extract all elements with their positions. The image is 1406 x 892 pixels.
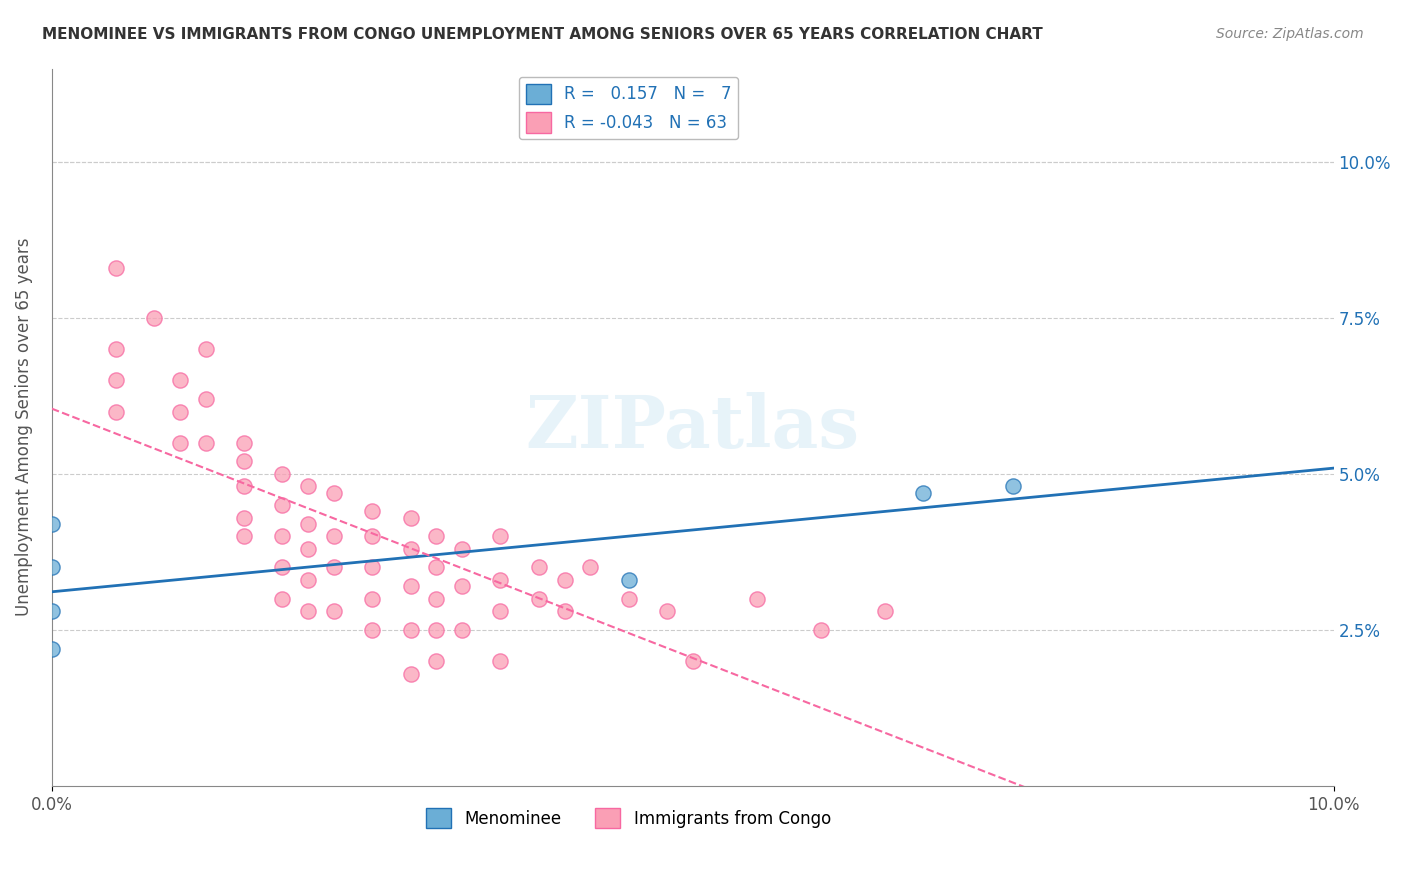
Point — [104, 373, 127, 387]
Point — [873, 604, 896, 618]
Point — [361, 623, 384, 637]
Point — [233, 454, 256, 468]
Point — [41, 641, 63, 656]
Point — [41, 560, 63, 574]
Point — [233, 435, 256, 450]
Point — [271, 529, 294, 543]
Point — [233, 510, 256, 524]
Legend: Menominee, Immigrants from Congo: Menominee, Immigrants from Congo — [420, 801, 838, 835]
Point — [233, 529, 256, 543]
Point — [399, 666, 422, 681]
Point — [527, 560, 550, 574]
Point — [297, 479, 319, 493]
Point — [425, 654, 447, 668]
Point — [617, 591, 640, 606]
Point — [104, 404, 127, 418]
Point — [553, 604, 575, 618]
Point — [104, 342, 127, 356]
Point — [41, 516, 63, 531]
Point — [425, 623, 447, 637]
Point — [322, 560, 344, 574]
Point — [169, 373, 191, 387]
Point — [682, 654, 704, 668]
Point — [617, 573, 640, 587]
Point — [143, 311, 166, 326]
Point — [489, 654, 512, 668]
Point — [271, 467, 294, 481]
Point — [194, 435, 217, 450]
Point — [810, 623, 832, 637]
Point — [194, 392, 217, 406]
Point — [322, 485, 344, 500]
Point — [579, 560, 602, 574]
Point — [361, 504, 384, 518]
Point — [425, 529, 447, 543]
Point — [271, 498, 294, 512]
Point — [527, 591, 550, 606]
Point — [399, 541, 422, 556]
Point — [194, 342, 217, 356]
Point — [425, 560, 447, 574]
Point — [361, 591, 384, 606]
Point — [322, 529, 344, 543]
Point — [451, 541, 474, 556]
Point — [489, 529, 512, 543]
Point — [271, 560, 294, 574]
Point — [297, 541, 319, 556]
Point — [745, 591, 768, 606]
Text: MENOMINEE VS IMMIGRANTS FROM CONGO UNEMPLOYMENT AMONG SENIORS OVER 65 YEARS CORR: MENOMINEE VS IMMIGRANTS FROM CONGO UNEMP… — [42, 27, 1043, 42]
Point — [169, 404, 191, 418]
Point — [399, 579, 422, 593]
Point — [399, 623, 422, 637]
Point — [489, 604, 512, 618]
Point — [271, 591, 294, 606]
Point — [451, 623, 474, 637]
Point — [553, 573, 575, 587]
Text: ZIPatlas: ZIPatlas — [526, 392, 859, 463]
Point — [322, 604, 344, 618]
Point — [297, 516, 319, 531]
Point — [655, 604, 678, 618]
Y-axis label: Unemployment Among Seniors over 65 years: Unemployment Among Seniors over 65 years — [15, 238, 32, 616]
Point — [451, 579, 474, 593]
Point — [489, 573, 512, 587]
Point — [41, 604, 63, 618]
Point — [361, 560, 384, 574]
Text: Source: ZipAtlas.com: Source: ZipAtlas.com — [1216, 27, 1364, 41]
Point — [104, 261, 127, 276]
Point — [912, 485, 935, 500]
Point — [297, 604, 319, 618]
Point — [361, 529, 384, 543]
Point — [399, 510, 422, 524]
Point — [233, 479, 256, 493]
Point — [297, 573, 319, 587]
Point — [169, 435, 191, 450]
Point — [1002, 479, 1025, 493]
Point — [425, 591, 447, 606]
